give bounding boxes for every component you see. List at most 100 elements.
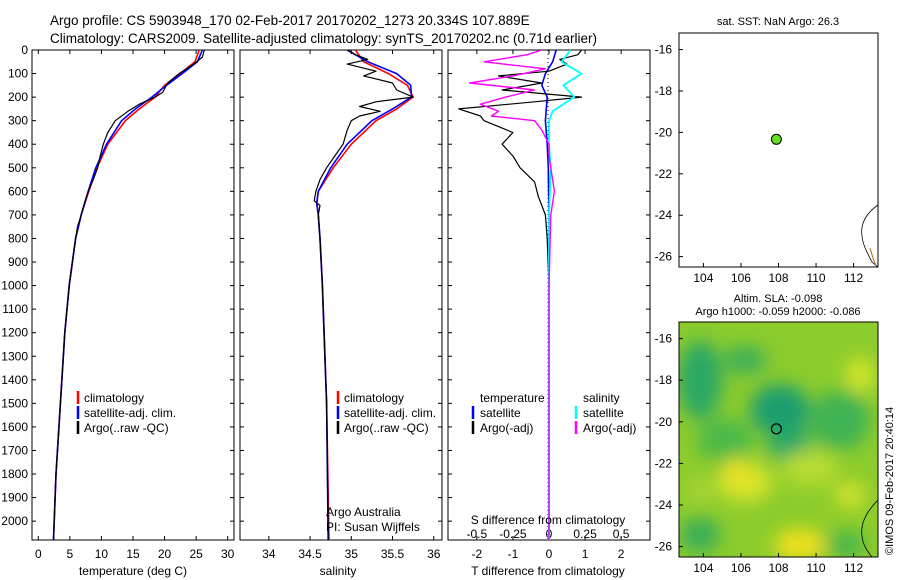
lon-tick-label: 110 [806,561,825,575]
salinity-x-ticks: 34 34.5 35 35.5 36 [262,50,441,561]
sla-heatmap [679,322,878,557]
difference-xlabel: T difference from climatology [471,564,625,578]
y-tick-label: 600 [8,184,28,198]
title-line-1: Argo profile: CS 5903948_170 02-Feb-2017… [50,13,530,28]
series-line-satellite-salinity- [548,50,583,540]
sst-map-title: sat. SST: NaN Argo: 26.3 [717,16,839,28]
lat-tick-label: -20 [655,415,673,429]
s-tick-label: 0.25 [573,527,597,541]
x-tick-label: 30 [221,547,235,561]
annotation-argo-australia: Argo Australia [326,505,401,519]
salinity-legend: climatology satellite-adj. clim. Argo(..… [336,391,436,435]
lat-tick-label: -26 [655,250,673,264]
y-tick-label: 1800 [1,467,28,481]
watermark: ©IMOS 09-Feb-2017 20:40:14 [884,407,896,555]
x-tick-label: 5 [67,547,74,561]
y-tick-label: 1900 [1,491,28,505]
s-tick-label: 0.5 [613,527,630,541]
x-tick-label: -2 [472,547,483,561]
lon-tick-label: 112 [844,561,863,575]
lon-tick-label: 112 [844,271,863,285]
series-line-argo-raw-qc- [52,50,205,540]
temperature-x-ticks: 0 5 10 15 20 25 30 [35,50,235,561]
salinity-lines [313,50,414,540]
y-tick-label: 500 [8,161,28,175]
legend-label-argo: Argo(..raw -QC) [84,421,169,435]
legend-label-climatology: climatology [84,391,144,405]
temperature-lines [52,50,205,540]
lat-tick-label: -16 [655,43,673,57]
argo-location-marker [770,423,783,435]
legend-label-t-argo: Argo(-adj) [480,421,533,435]
legend-label-t-satellite: satellite [480,406,521,420]
y-tick-label: 2000 [1,514,28,528]
lat-tick-label: -16 [655,332,673,346]
lat-tick-label: -22 [655,456,673,470]
y-tick-label: 100 [8,67,28,81]
temperature-axes [31,49,235,541]
s-tick-label: -0.5 [467,527,488,541]
argo-location-marker [770,133,782,145]
y-tick-label: 800 [8,231,28,245]
depth-ticks: 0 100 200 300 400 500 600 700 800 900 1000 1100 1200… [1,43,650,528]
y-tick-label: 1300 [1,349,28,363]
legend-label-s-argo: Argo(-adj) [583,421,636,435]
lat-tick-label: -20 [655,125,673,139]
salinity-panel: 34 34.5 35 35.5 36 salinity climatology sate… [239,49,443,578]
lat-tick-label: -22 [655,167,673,181]
coastline [861,499,878,557]
sla-map-panel: Altim. SLA: -0.098 Argo h1000: -0.059 h2… [655,293,879,575]
x-tick-label: 35 [345,547,359,561]
y-tick-label: 1600 [1,420,28,434]
series-line-argo-adj-salinity- [468,50,556,540]
x-tick-label: 0 [35,547,42,561]
x-tick-label: 35.5 [381,547,405,561]
x-tick-label: 2 [618,547,625,561]
salinity-axes [239,49,443,541]
lat-tick-label: -26 [655,540,673,554]
legend-label-satellite: satellite-adj. clim. [84,406,176,420]
series-line-climatology [52,50,201,540]
x-tick-label: 15 [126,547,140,561]
difference-lines [458,50,583,540]
coastline-detail [869,247,877,267]
series-line-argo-raw-qc- [313,50,414,540]
lon-tick-label: 106 [731,561,751,575]
legend-label-s-satellite: satellite [583,406,624,420]
x-tick-label: 1 [582,547,589,561]
temperature-legend: climatology satellite-adj. clim. Argo(..… [76,391,176,435]
x-tick-label: 25 [189,547,203,561]
difference-legend: temperature salinity satellite Argo(-adj… [471,391,636,435]
x-tick-label: -1 [508,547,519,561]
title-line-2: Climatology: CARS2009. Satellite-adjuste… [50,31,597,46]
sla-map-ticks: 104 106 108 110 112 -16 -18 -20 -22 -24 -26 [655,332,864,575]
sla-map-title-2: Argo h1000: -0.059 h2000: -0.086 [695,306,860,318]
legend-label-argo: Argo(..raw -QC) [344,421,429,435]
difference-panel: -2 -1 0 1 2-0.5 -0.25 0 0.25 0.5 S difference fr… [447,49,651,578]
series-line-satellite-adj-clim- [315,50,413,540]
series-line-argo-adj-temperature- [458,50,583,540]
lat-tick-label: -24 [655,498,673,512]
annotation-pi-name: PI: Susan Wijffels [326,520,420,534]
x-tick-label: 34 [262,547,276,561]
y-tick-label: 900 [8,255,28,269]
y-tick-label: 200 [8,90,28,104]
lon-tick-label: 108 [768,561,788,575]
temperature-panel: 0100200300400500600700800900100011001200… [1,43,650,578]
y-tick-label: 1200 [1,326,28,340]
y-tick-label: 1700 [1,443,28,457]
y-tick-label: 1000 [1,279,28,293]
temperature-xlabel: temperature (deg C) [79,564,187,578]
x-tick-label: 0 [546,547,553,561]
coastline [861,204,878,267]
y-tick-label: 1100 [2,302,28,316]
series-line-climatology [315,50,414,540]
legend-header-salinity: salinity [583,391,620,405]
y-tick-label: 0 [21,43,28,57]
legend-label-climatology: climatology [344,391,404,405]
sst-map-ticks: 104 106 108 110 112 -16 -18 -20 -22 -24 -26 [655,43,864,285]
difference-xlabel-top: S difference from climatology [471,513,626,527]
x-tick-label: 10 [95,547,109,561]
y-tick-label: 400 [8,137,28,151]
